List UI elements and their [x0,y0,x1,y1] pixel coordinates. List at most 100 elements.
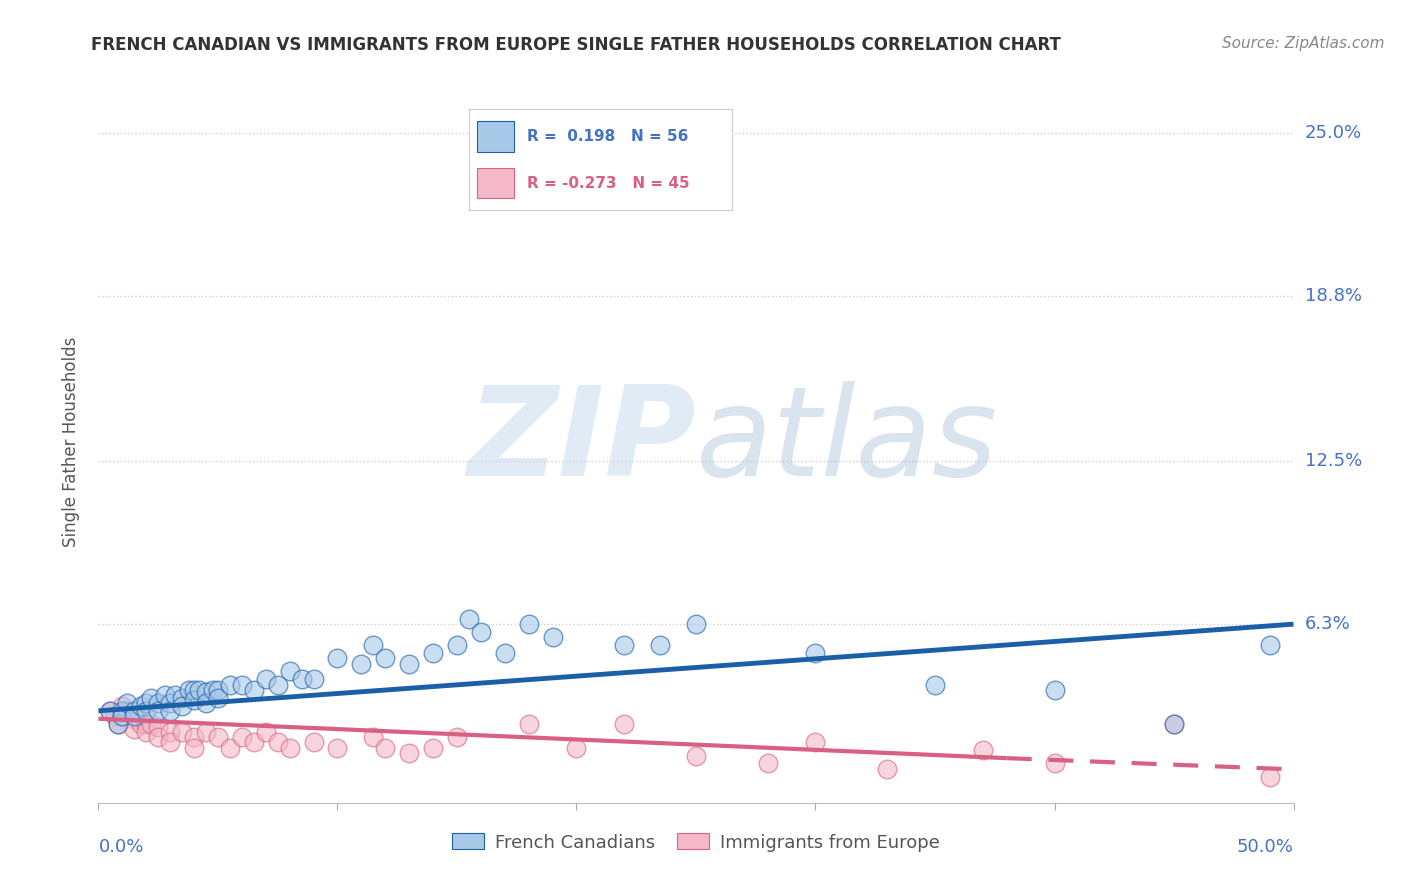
Point [148,720,170,734]
Point [422,740,444,755]
Point [422,646,444,660]
Point [972,743,994,757]
Point [187,682,209,697]
Point [124,712,146,726]
Point [124,723,146,737]
Point [470,625,492,640]
Point [159,696,181,710]
Point [350,657,373,671]
Point [202,682,225,697]
Point [131,698,153,713]
Point [139,717,162,731]
Point [243,735,266,749]
Point [159,724,181,739]
Point [326,651,349,665]
Point [172,690,194,705]
Point [104,709,127,723]
Point [685,617,707,632]
Text: 6.3%: 6.3% [1305,615,1350,633]
Point [179,682,201,697]
Point [195,696,218,710]
Point [446,638,468,652]
Point [135,704,157,718]
Point [804,735,827,749]
Legend: French Canadians, Immigrants from Europe: French Canadians, Immigrants from Europe [444,826,948,859]
Point [207,682,229,697]
Point [207,730,229,744]
Point [115,696,138,710]
Point [219,677,242,691]
Point [685,748,707,763]
Point [254,673,277,687]
Point [267,735,290,749]
Point [148,696,170,710]
Point [1258,638,1281,652]
Point [278,665,301,679]
Point [804,646,827,660]
Point [183,740,205,755]
Point [135,717,157,731]
Point [363,638,385,652]
Point [207,690,229,705]
Point [148,704,170,718]
Point [541,630,564,644]
Point [107,717,129,731]
Point [159,735,181,749]
Point [111,709,134,723]
Point [159,704,181,718]
Text: 50.0%: 50.0% [1237,838,1294,855]
Point [876,762,898,776]
Point [131,717,153,731]
Point [183,693,205,707]
Point [302,673,325,687]
Point [291,673,314,687]
Point [398,657,420,671]
Y-axis label: Single Father Households: Single Father Households [62,336,80,547]
Point [163,688,186,702]
Point [446,730,468,744]
Point [613,717,636,731]
Point [219,740,242,755]
Text: 0.0%: 0.0% [98,838,143,855]
Point [243,682,266,697]
Point [231,677,253,691]
Point [135,696,157,710]
Point [111,698,134,713]
Text: 18.8%: 18.8% [1305,286,1361,305]
Point [648,638,672,652]
Point [183,730,205,744]
Point [115,704,138,718]
Point [111,704,134,718]
Text: 12.5%: 12.5% [1305,452,1362,470]
Point [172,698,194,713]
Point [107,717,129,731]
Text: ZIP: ZIP [467,381,696,502]
Point [231,730,253,744]
Point [195,685,218,699]
Point [278,740,301,755]
Point [374,651,396,665]
Point [494,646,516,660]
Point [1163,717,1185,731]
Point [1258,770,1281,784]
Point [124,704,146,718]
Point [124,709,146,723]
Point [565,740,588,755]
Point [155,688,177,702]
Point [183,682,205,697]
Point [924,677,946,691]
Point [98,704,122,718]
Text: 25.0%: 25.0% [1305,124,1362,142]
Point [148,730,170,744]
Point [326,740,349,755]
Point [517,617,540,632]
Point [254,724,277,739]
Point [267,677,290,691]
Point [398,746,420,760]
Point [302,735,325,749]
Point [1043,756,1066,771]
Point [139,690,162,705]
Point [135,724,157,739]
Point [363,730,385,744]
Point [517,717,540,731]
